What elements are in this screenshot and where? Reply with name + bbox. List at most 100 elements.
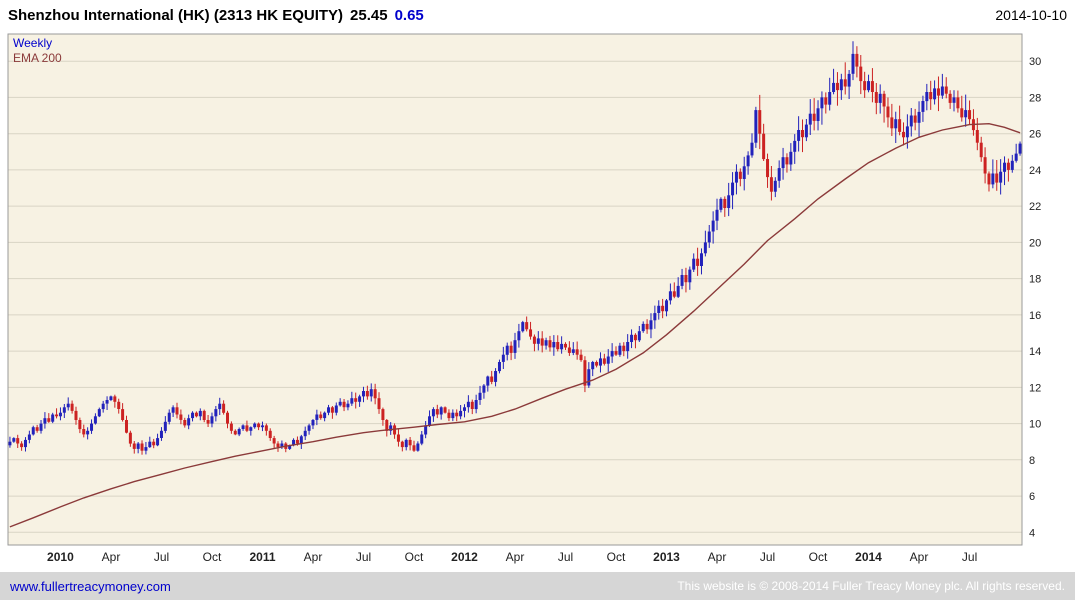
candle-body [773, 180, 777, 192]
candle-body [917, 111, 921, 123]
candle-body [863, 81, 867, 91]
candle-body [428, 416, 432, 426]
candle-body [90, 423, 94, 431]
candle-body [964, 110, 968, 118]
candle-body [303, 430, 307, 437]
candle-body [777, 168, 781, 181]
y-axis-label: 18 [1029, 274, 1041, 286]
candle-body [323, 412, 327, 419]
candle-body [443, 407, 447, 413]
y-axis-label: 10 [1029, 419, 1041, 431]
y-axis-label: 20 [1029, 237, 1041, 249]
candle-body [956, 97, 960, 109]
candle-body [750, 142, 754, 156]
candle-body [948, 93, 952, 103]
candles [8, 41, 1022, 455]
candle-body [913, 115, 917, 123]
candle-body [560, 343, 564, 350]
candle-body [785, 157, 789, 165]
candle-body [365, 391, 369, 397]
candle-body [688, 269, 692, 283]
legend-weekly-label: Weekly [13, 36, 53, 50]
candle-body [816, 108, 820, 121]
y-axis-labels: 4 6 8 10 12 14 16 18 20 22 24 26 28 30 [1029, 56, 1041, 539]
x-axis-label: Apr [910, 550, 929, 564]
candle-body [933, 88, 937, 100]
x-axis-label: Apr [506, 550, 525, 564]
candle-body [1018, 143, 1022, 154]
candle-body [587, 369, 591, 386]
candle-body [113, 396, 117, 402]
candle-body [408, 439, 412, 446]
candle-body [140, 443, 144, 451]
candle-body [952, 97, 956, 103]
candle-body [501, 354, 505, 362]
candle-body [292, 439, 296, 446]
candle-body [307, 425, 311, 431]
candle-body [684, 275, 688, 283]
candle-body [327, 407, 331, 413]
candle-body [97, 409, 101, 417]
candle-body [93, 416, 97, 424]
candle-body [536, 338, 540, 344]
candle-body [226, 412, 230, 424]
candle-body [711, 220, 715, 232]
candle-body [35, 427, 39, 431]
x-axis-label: Jul [558, 550, 573, 564]
footer-bar: www.fullertreacymoney.com This website i… [0, 572, 1075, 600]
candle-body [183, 420, 187, 426]
candle-body [968, 110, 972, 120]
candle-body [571, 349, 575, 353]
x-axis-label: Oct [809, 550, 828, 564]
candle-body [715, 209, 719, 221]
candle-body [280, 443, 284, 448]
candle-body [241, 425, 245, 429]
candle-body [532, 336, 536, 344]
y-axis-label: 6 [1029, 491, 1035, 503]
x-axis-label: Jul [154, 550, 169, 564]
website-link[interactable]: www.fullertreacymoney.com [10, 578, 171, 594]
candle-body [797, 130, 801, 141]
candle-body [579, 354, 583, 361]
candle-body [847, 73, 851, 87]
candle-body [121, 409, 125, 420]
candle-body [237, 429, 241, 435]
candle-body [474, 400, 478, 410]
candle-body [839, 79, 843, 91]
candle-body [435, 409, 439, 415]
candle-body [987, 173, 991, 185]
candle-body [602, 358, 606, 364]
candle-body [350, 398, 354, 404]
candle-body [707, 231, 711, 243]
candle-body [451, 412, 455, 419]
candle-body [132, 443, 136, 449]
candle-body [23, 439, 27, 448]
candle-body [521, 322, 525, 332]
candle-body [229, 423, 233, 431]
candle-body [354, 398, 358, 402]
candle-body [703, 242, 707, 254]
chart-date: 2014-10-10 [995, 7, 1067, 23]
candle-body [614, 351, 618, 355]
candle-body [583, 360, 587, 386]
candle-body [886, 106, 890, 118]
candle-body [136, 443, 140, 449]
candle-body [657, 305, 661, 313]
candle-body [206, 420, 210, 424]
candle-body [117, 401, 121, 409]
candle-body [742, 166, 746, 179]
candle-body [330, 407, 334, 413]
candle-body [552, 342, 556, 348]
x-axis-label: 2010 [47, 550, 74, 564]
candle-body [905, 126, 909, 138]
candle-body [268, 430, 272, 438]
candle-body [276, 443, 280, 448]
chart-legend: Weekly EMA 200 [13, 36, 62, 66]
candle-body [995, 173, 999, 183]
candle-body [187, 418, 191, 426]
candle-body [575, 349, 579, 355]
candle-body [855, 53, 859, 67]
candle-body [835, 82, 839, 91]
y-axis-label: 22 [1029, 201, 1041, 213]
candle-body [828, 92, 832, 105]
